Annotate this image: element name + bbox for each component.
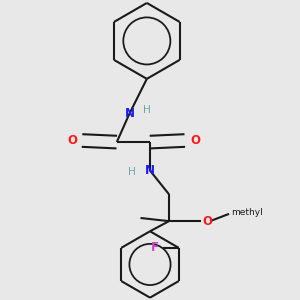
Text: O: O	[67, 134, 77, 147]
Text: N: N	[124, 107, 134, 120]
Text: O: O	[202, 214, 212, 228]
Text: H: H	[143, 105, 151, 115]
Text: O: O	[190, 134, 200, 147]
Text: F: F	[151, 242, 159, 254]
Text: H: H	[128, 167, 136, 177]
Text: methyl: methyl	[231, 208, 262, 217]
Text: N: N	[145, 164, 155, 177]
